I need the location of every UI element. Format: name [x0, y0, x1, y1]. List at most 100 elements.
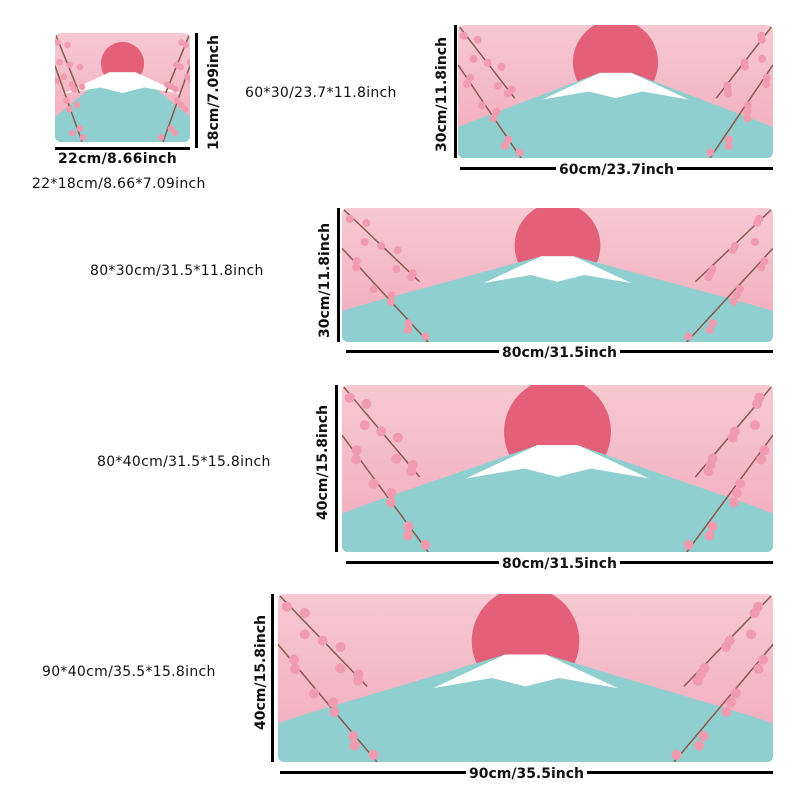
- blossom: [335, 663, 346, 674]
- blossom: [73, 101, 81, 109]
- width-label: 60cm/23.7inch: [460, 159, 773, 178]
- blossom: [66, 105, 73, 113]
- size-caption: 22*18cm/8.66*7.09inch: [32, 176, 206, 192]
- blossom: [753, 663, 764, 675]
- blossom: [60, 73, 67, 81]
- blossom: [171, 129, 179, 137]
- blossom: [728, 246, 737, 255]
- blossom: [497, 62, 506, 71]
- blossom: [55, 77, 60, 85]
- blossom: [299, 607, 310, 619]
- width-dimension-line: [55, 147, 190, 150]
- mountain: [278, 654, 773, 762]
- blossom: [387, 291, 396, 300]
- snowcap: [62, 72, 183, 95]
- blossom: [386, 487, 397, 498]
- blossom: [173, 97, 181, 104]
- height-label: 30cm/11.8inch: [317, 222, 333, 338]
- blossom: [352, 257, 361, 266]
- blossom: [344, 392, 355, 403]
- blossom: [740, 62, 749, 71]
- blossom: [503, 89, 512, 98]
- blossom: [708, 319, 717, 328]
- blossom: [79, 134, 87, 141]
- blossom: [752, 398, 763, 409]
- blossom: [703, 466, 714, 477]
- blossom: [78, 83, 86, 91]
- blossom: [758, 654, 769, 665]
- blossom: [403, 325, 412, 334]
- blossom: [404, 319, 413, 328]
- blossom: [704, 273, 713, 282]
- width-label: 90cm/35.5inch: [280, 763, 773, 782]
- blossom: [402, 530, 413, 541]
- blossom: [55, 39, 61, 46]
- blossom: [753, 218, 762, 227]
- fuji-artwork: [342, 385, 773, 552]
- fuji-artwork: [342, 208, 773, 342]
- height-dimension-line: [271, 594, 274, 762]
- blossom: [329, 706, 340, 717]
- blossom: [386, 297, 395, 306]
- blossom: [692, 675, 703, 686]
- blossom: [406, 466, 417, 477]
- blossom: [724, 135, 733, 144]
- blossom: [391, 453, 402, 464]
- snowcap: [433, 654, 618, 689]
- blossom: [172, 85, 179, 93]
- blossom: [309, 688, 320, 699]
- blossom: [477, 101, 486, 110]
- branch: [686, 247, 773, 342]
- blossom: [289, 663, 301, 675]
- mousepad-image-22x18: [55, 33, 190, 142]
- mountain: [55, 72, 190, 142]
- branch: [686, 434, 773, 552]
- blossom: [376, 426, 387, 437]
- blossom: [704, 530, 715, 541]
- width-label-text: 80cm/31.5inch: [498, 345, 621, 361]
- blossom: [728, 497, 739, 508]
- snowcap: [465, 445, 650, 479]
- height-dimension-line: [454, 25, 457, 158]
- blossom: [749, 607, 760, 619]
- blossom: [735, 478, 746, 489]
- blossom: [351, 445, 362, 456]
- blossom: [721, 641, 732, 652]
- blossom: [369, 284, 378, 294]
- blossom: [758, 54, 767, 63]
- blossom: [515, 148, 524, 157]
- blossom: [66, 61, 74, 68]
- width-label: 80cm/31.5inch: [346, 553, 773, 572]
- blossom: [362, 218, 371, 227]
- blossom: [359, 420, 370, 431]
- blossom: [328, 697, 339, 708]
- blossom: [420, 539, 431, 550]
- blossom: [731, 487, 742, 498]
- blossom: [705, 325, 714, 334]
- height-label: 40cm/15.8inch: [315, 404, 331, 520]
- height-label: 18cm/7.09inch: [206, 34, 222, 150]
- blossom: [757, 35, 766, 44]
- blossom: [352, 263, 361, 272]
- blossom: [750, 420, 761, 431]
- blossom: [70, 85, 78, 93]
- blossom: [403, 521, 414, 532]
- blossom: [746, 629, 757, 640]
- branch: [709, 64, 773, 158]
- blossom: [493, 81, 502, 90]
- blossom: [76, 125, 84, 132]
- mousepad-image-80x40: [342, 385, 773, 552]
- snowcap: [483, 256, 632, 284]
- blossom: [167, 125, 175, 132]
- blossom: [671, 749, 682, 760]
- blossom: [466, 73, 475, 82]
- blossom: [489, 114, 498, 123]
- blossom: [762, 80, 771, 89]
- blossom: [459, 31, 468, 40]
- blossom: [345, 214, 354, 223]
- mountain: [342, 445, 773, 552]
- blossom: [335, 641, 346, 652]
- blossom: [724, 89, 733, 98]
- blossom: [726, 697, 737, 708]
- blossom: [392, 432, 403, 443]
